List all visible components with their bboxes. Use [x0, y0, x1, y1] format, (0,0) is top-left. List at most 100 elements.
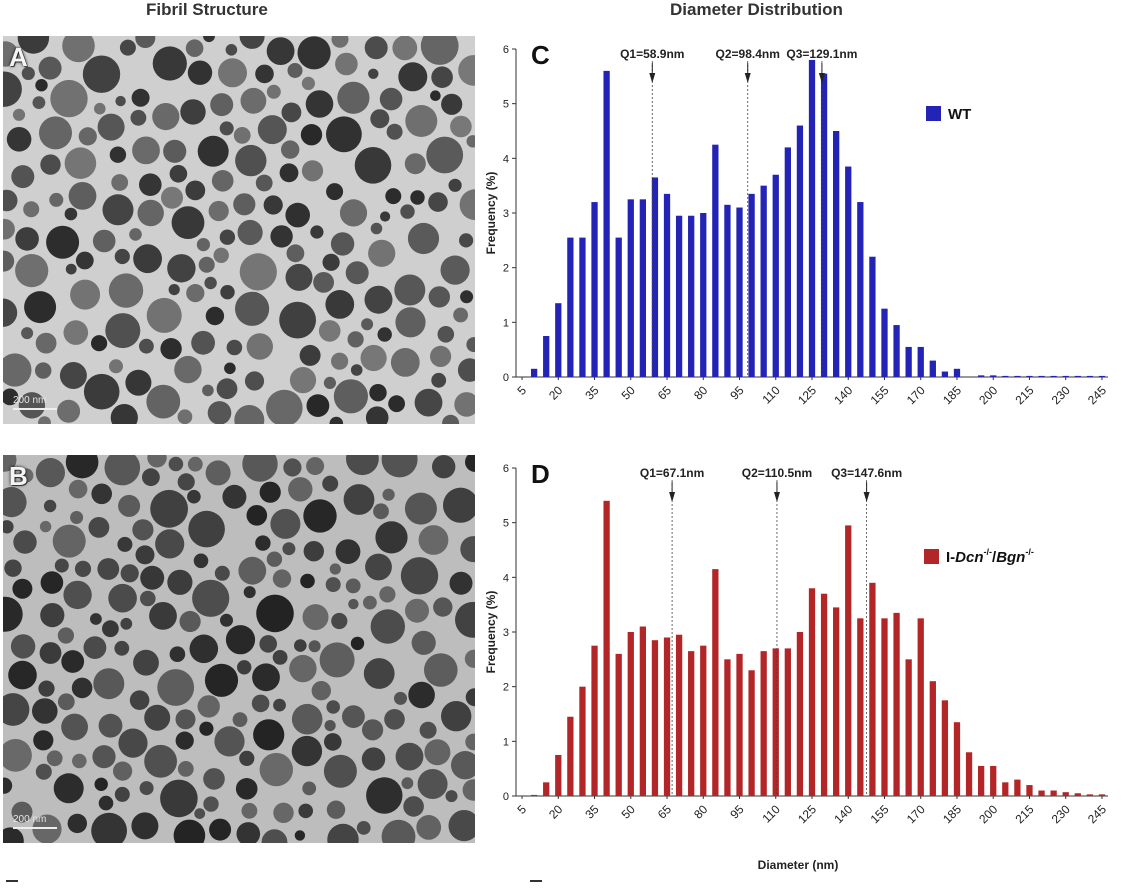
- fibril: [305, 90, 334, 118]
- histogram-bar: [893, 325, 900, 377]
- quartile-arrow-q2: [744, 73, 751, 83]
- x-tick-label: 35: [582, 802, 602, 822]
- fibril: [109, 146, 127, 163]
- histogram-bar: [675, 215, 683, 377]
- histogram-bar: [833, 607, 840, 796]
- fibril: [375, 521, 408, 554]
- x-tick-label: 20: [546, 383, 566, 403]
- fibril: [388, 395, 405, 413]
- fibril: [59, 362, 87, 389]
- fibril: [330, 232, 355, 256]
- fibril: [251, 694, 270, 713]
- scale-bar-b: [13, 827, 57, 829]
- fibril: [233, 193, 256, 216]
- micrograph-a-image: [3, 36, 475, 424]
- y-axis-label: Frequency (%): [484, 172, 498, 255]
- fibril: [186, 284, 205, 303]
- fibril: [92, 745, 116, 769]
- fibril: [282, 542, 296, 556]
- x-tick-label: 50: [619, 802, 639, 822]
- fibril: [300, 573, 315, 589]
- fibril: [365, 406, 389, 424]
- x-axis-label: Diameter (nm): [758, 858, 839, 872]
- histogram-bar: [820, 593, 828, 796]
- fibril: [246, 333, 273, 360]
- quartile-label-q1: Q1=67.1nm: [640, 466, 704, 480]
- fibril: [414, 388, 443, 417]
- histogram-bar: [615, 653, 622, 796]
- fibril: [432, 455, 456, 479]
- fibril: [261, 829, 288, 843]
- fibril: [404, 153, 426, 175]
- y-tick-label: 6: [503, 44, 509, 56]
- fibril: [193, 553, 209, 569]
- fibril: [63, 580, 92, 610]
- fibril: [185, 39, 204, 57]
- histogram-bar: [627, 632, 634, 796]
- histogram-bar: [1062, 375, 1069, 377]
- x-tick-label: 215: [1013, 383, 1037, 407]
- fibril: [120, 617, 133, 630]
- fibril: [457, 358, 475, 382]
- fibril: [394, 274, 426, 306]
- fibril: [440, 255, 470, 285]
- fibril: [137, 199, 164, 227]
- fibril: [442, 414, 460, 424]
- fibril: [382, 488, 395, 501]
- fibril: [175, 731, 194, 750]
- fibril: [97, 558, 120, 580]
- fibril: [3, 298, 18, 327]
- fibril: [3, 693, 30, 726]
- quartile-label-q2: Q2=98.4nm: [716, 47, 780, 61]
- fibril: [8, 660, 37, 690]
- next-panel-marker-right: [530, 880, 542, 882]
- fibril: [424, 739, 451, 766]
- fibril: [198, 256, 215, 273]
- fibril: [325, 577, 341, 593]
- fibril: [3, 827, 24, 843]
- fibril: [11, 165, 35, 189]
- fibril: [21, 66, 35, 80]
- x-tick-label: 125: [795, 383, 819, 407]
- fibril: [177, 409, 193, 424]
- fibril: [255, 174, 273, 192]
- fibril: [240, 87, 267, 114]
- fibril-cross-sections: [3, 455, 475, 843]
- fibril: [311, 681, 331, 701]
- fibril: [70, 279, 101, 310]
- histogram-bar: [615, 237, 622, 377]
- fibril: [177, 761, 194, 777]
- fibril: [83, 373, 120, 410]
- fibril: [301, 160, 324, 182]
- fibril: [88, 517, 110, 538]
- y-tick-label: 1: [503, 317, 509, 329]
- fibril: [167, 254, 196, 283]
- fibril: [219, 229, 236, 245]
- fibril: [431, 66, 453, 88]
- fibril: [39, 116, 72, 150]
- fibril: [142, 468, 160, 487]
- fibril: [398, 62, 428, 92]
- x-tick-label: 140: [831, 802, 855, 826]
- fibril: [370, 109, 390, 129]
- fibril: [91, 335, 108, 352]
- fibril: [91, 812, 127, 843]
- fibril: [272, 650, 288, 665]
- histogram-bar: [555, 303, 562, 377]
- histogram-bar: [579, 686, 586, 796]
- fibril: [226, 339, 243, 356]
- fibril: [32, 698, 58, 724]
- fibril: [12, 108, 26, 121]
- histogram-bar: [724, 204, 731, 377]
- fibril: [449, 571, 473, 595]
- x-tick-label: 230: [1049, 383, 1073, 407]
- x-tick-label: 155: [868, 802, 892, 826]
- quartile-label-q2: Q2=110.5nm: [742, 466, 812, 480]
- fibril: [395, 307, 426, 338]
- fibril: [424, 653, 458, 687]
- fibril: [204, 663, 239, 697]
- fibril: [326, 800, 346, 819]
- fibril: [381, 455, 418, 478]
- fibril: [392, 36, 418, 61]
